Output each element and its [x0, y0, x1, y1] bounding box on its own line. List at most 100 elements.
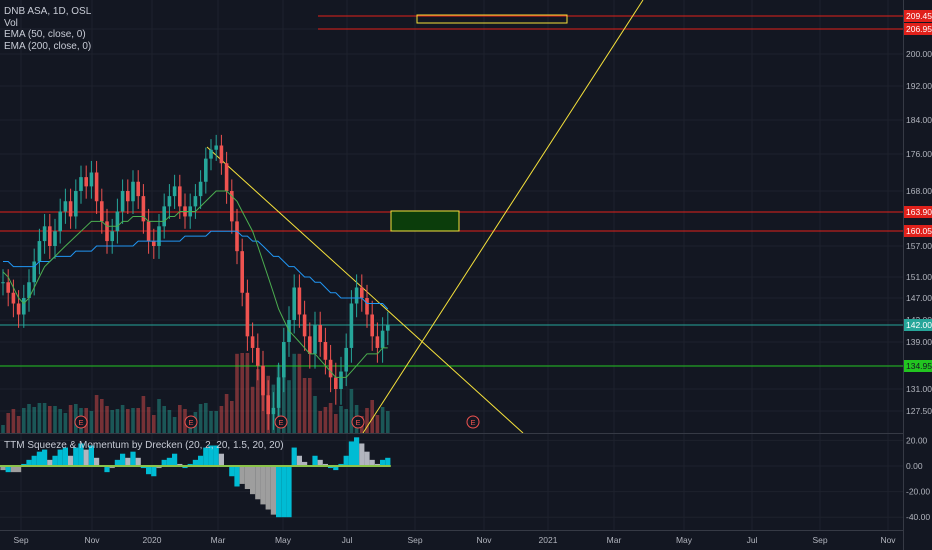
candle-body [37, 241, 42, 262]
volume-bar [115, 409, 120, 433]
momentum-bar [276, 466, 282, 518]
momentum-bar [208, 445, 214, 466]
candlestick-series [1, 134, 390, 430]
candle-body [354, 287, 359, 304]
volume-bar [230, 401, 234, 433]
candle-body [271, 407, 276, 415]
time-tick-label: Sep [13, 535, 28, 545]
candle-body [84, 177, 88, 187]
momentum-bar [270, 466, 276, 515]
candle-body [261, 365, 265, 396]
legend-ema200[interactable]: EMA (200, close, 0) [4, 40, 92, 52]
volume-bar [302, 378, 307, 433]
uptrend-line[interactable] [362, 0, 644, 434]
candle-body [105, 221, 109, 242]
volume-bar [318, 411, 322, 433]
candle-body [297, 287, 302, 315]
legend-symbol[interactable]: DNB ASA, 1D, OSL [4, 6, 92, 17]
time-tick-label: Mar [211, 535, 226, 545]
volume-bar [1, 425, 5, 433]
candle-body [131, 181, 135, 202]
momentum-bar [364, 451, 370, 466]
volume-bar [131, 408, 135, 433]
candle-body [89, 172, 94, 187]
volume-bar [141, 396, 146, 433]
momentum-bar [47, 459, 53, 466]
candle-body [224, 163, 229, 191]
price-axis[interactable] [903, 0, 932, 530]
osc-tick-label: -40.00 [906, 512, 930, 522]
volume-bar [224, 394, 229, 433]
volume-bar [292, 353, 296, 433]
ema200-line [3, 230, 389, 310]
time-tick-label: Sep [407, 535, 422, 545]
price-tick-label: 168.00 [906, 186, 932, 196]
candle-body [245, 292, 250, 337]
earnings-marker-label: E [470, 418, 475, 427]
momentum-bar [286, 466, 292, 518]
momentum-bar [109, 466, 115, 469]
momentum-bar [5, 466, 11, 473]
candle-body [120, 191, 125, 212]
volume-bar [297, 353, 302, 433]
target-zone-mid[interactable] [390, 210, 460, 232]
osc-tick-label: 0.00 [906, 461, 923, 471]
oscillator-title[interactable]: TTM Squeeze & Momentum by Drecken (20, 2… [4, 440, 284, 451]
volume-bar [22, 408, 26, 433]
candle-body [6, 282, 10, 293]
volume-bar [209, 411, 213, 433]
oscillator-axis-ticks: 20.00 0.00 -20.00 -40.00 [906, 435, 930, 522]
candle-body [360, 287, 364, 298]
candle-body [334, 377, 338, 389]
time-tick-label: Nov [84, 535, 100, 545]
level-label-bg [904, 319, 932, 331]
target-zone-upper[interactable] [416, 14, 568, 24]
volume-bar [308, 378, 312, 433]
volume-bar [375, 415, 380, 433]
volume-bar [370, 400, 374, 433]
candle-body [256, 347, 260, 366]
momentum-bar [296, 455, 302, 466]
legend-ema50[interactable]: EMA (50, close, 0) [4, 29, 86, 40]
earnings-marker [466, 415, 480, 429]
time-tick-label: Jul [747, 535, 758, 545]
price-tick-label: 151.00 [906, 272, 932, 282]
momentum-bar [187, 463, 193, 466]
price-tick-label: 184.00 [906, 115, 932, 125]
momentum-bar [57, 449, 63, 466]
price-tick-label: 139.00 [906, 337, 932, 347]
earnings-marker-label: E [188, 418, 193, 427]
horizontal-levels[interactable] [0, 15, 903, 367]
momentum-bar [182, 466, 188, 469]
price-tick-label: 131.00 [906, 384, 932, 394]
momentum-bar [380, 459, 386, 466]
legend-volume[interactable]: Vol [4, 17, 18, 29]
volume-bar [63, 413, 68, 433]
candle-body [276, 377, 281, 408]
volume-bar [167, 410, 172, 433]
momentum-bar [83, 449, 89, 466]
candle-body [250, 336, 255, 348]
momentum-bar [239, 466, 245, 484]
volume-bar [344, 409, 348, 433]
momentum-bar [369, 459, 375, 466]
downtrend-line[interactable] [206, 146, 524, 434]
volume-bar [126, 409, 130, 433]
level-label-bg [904, 10, 932, 22]
time-axis-ticks[interactable]: Sep Nov 2020 Mar May Jul Sep Nov 2021 Mar May Jul Se… [13, 535, 896, 545]
momentum-bar [317, 459, 323, 466]
candle-body [198, 181, 203, 197]
time-tick-label: Nov [880, 535, 896, 545]
volume-bar [16, 416, 21, 433]
level-label: 160.05 [906, 226, 932, 236]
volume-bar [282, 353, 286, 433]
candle-body [146, 221, 151, 242]
volume-bar [53, 406, 57, 433]
candle-body [27, 282, 31, 298]
candle-body [302, 314, 307, 337]
momentum-bar [281, 466, 287, 518]
level-label: 206.95 [906, 24, 932, 34]
